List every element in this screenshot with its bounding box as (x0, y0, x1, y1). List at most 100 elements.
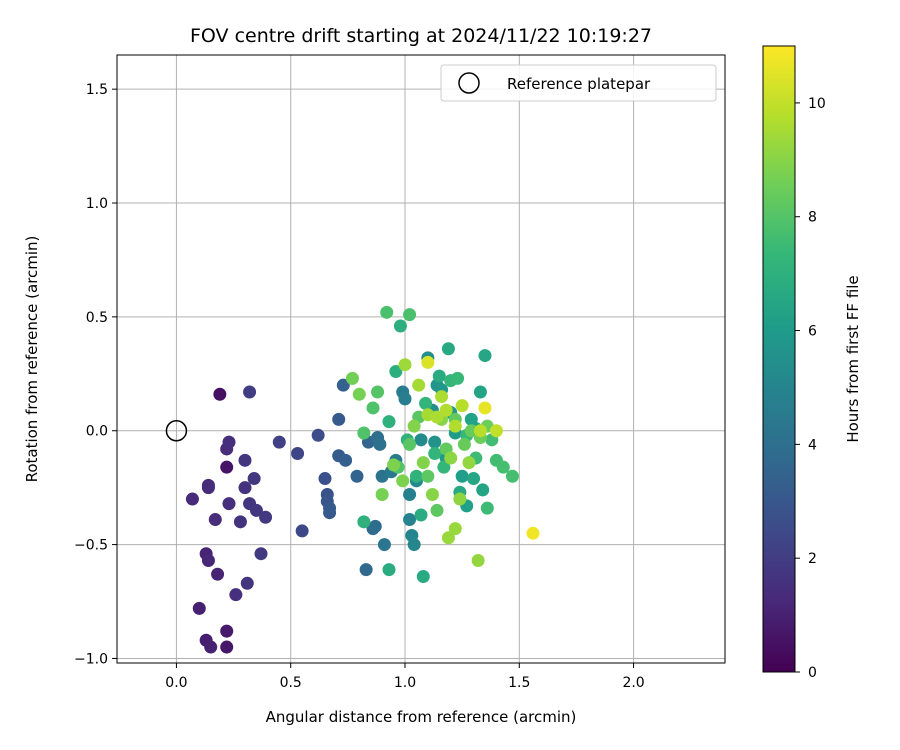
data-point (229, 588, 243, 602)
data-point (409, 469, 423, 483)
data-point (448, 419, 462, 433)
data-point (201, 478, 215, 492)
data-point (403, 437, 417, 451)
x-tick-label: 2.0 (622, 675, 644, 691)
data-point (398, 358, 412, 372)
x-axis-ticks: 0.0 0.5 1.0 1.5 2.0 (165, 663, 645, 691)
data-point (441, 342, 455, 356)
data-point (398, 392, 412, 406)
data-point (295, 524, 309, 538)
data-point (453, 492, 467, 506)
data-point (473, 424, 487, 438)
data-point (396, 474, 410, 488)
data-point (478, 401, 492, 415)
y-tick-label: −0.5 (74, 538, 108, 554)
data-point (339, 453, 353, 467)
data-point (439, 403, 453, 417)
colorbar-tick-label: 8 (808, 210, 817, 226)
data-point (213, 387, 227, 401)
data-point (357, 515, 371, 529)
x-tick-label: 1.0 (394, 675, 416, 691)
data-point (435, 390, 449, 404)
data-point (366, 401, 380, 415)
colorbar-tick-label: 0 (808, 665, 817, 681)
data-point (222, 435, 236, 449)
data-point (291, 447, 305, 461)
data-point (254, 547, 268, 561)
data-point (352, 387, 366, 401)
data-point (387, 458, 401, 472)
colorbar-tick-label: 2 (808, 551, 817, 567)
data-point (357, 426, 371, 440)
legend-label: Reference platepar (507, 75, 651, 93)
data-point (323, 501, 337, 515)
data-point (455, 469, 469, 483)
y-tick-label: −1.0 (74, 651, 108, 667)
data-point (382, 415, 396, 429)
data-point (373, 437, 387, 451)
data-point (204, 640, 218, 654)
data-point (185, 492, 199, 506)
data-point (526, 526, 540, 540)
data-point (382, 563, 396, 577)
data-point (233, 515, 247, 529)
colorbar-gradient (762, 45, 796, 673)
colorbar: 0 2 4 6 8 10 Hours from first FF file (762, 45, 862, 681)
y-tick-label: 1.5 (86, 82, 108, 98)
legend-box (440, 64, 717, 102)
data-point (451, 371, 465, 385)
y-tick-label: 1.0 (86, 196, 108, 212)
data-point (220, 624, 234, 638)
colorbar-tick-label: 6 (808, 324, 817, 340)
data-point (448, 522, 462, 536)
data-point (428, 447, 442, 461)
data-point (430, 503, 444, 517)
data-point (211, 567, 225, 581)
data-point (441, 531, 455, 545)
data-point (272, 435, 286, 449)
data-point (368, 519, 382, 533)
data-point (336, 378, 350, 392)
data-point (238, 481, 252, 495)
data-point (407, 538, 421, 552)
data-point (201, 554, 215, 568)
y-axis-ticks: −1.0 −0.5 0.0 0.5 1.0 1.5 (74, 82, 117, 667)
data-point (371, 385, 385, 399)
data-point (318, 472, 332, 486)
data-point (220, 460, 234, 474)
data-point (480, 501, 494, 515)
data-point (505, 469, 519, 483)
x-tick-label: 0.0 (165, 675, 187, 691)
x-tick-label: 1.5 (508, 675, 530, 691)
data-point (444, 451, 458, 465)
data-point (464, 424, 478, 438)
data-point (478, 349, 492, 363)
data-point (471, 554, 485, 568)
data-point (428, 435, 442, 449)
data-point (476, 483, 490, 497)
data-points (185, 305, 540, 654)
data-point (332, 412, 346, 426)
data-point (222, 497, 236, 511)
data-point (249, 503, 263, 517)
data-point (375, 487, 389, 501)
x-axis-label: Angular distance from reference (arcmin) (266, 708, 577, 726)
data-point (421, 469, 435, 483)
data-point (377, 538, 391, 552)
data-point (430, 410, 444, 424)
colorbar-tick-label: 10 (808, 96, 826, 112)
data-point (496, 460, 510, 474)
plot-background (117, 55, 725, 663)
data-point (414, 433, 428, 447)
data-point (240, 576, 254, 590)
y-tick-label: 0.5 (86, 310, 108, 326)
y-tick-label: 0.0 (86, 424, 108, 440)
data-point (403, 487, 417, 501)
data-point (403, 513, 417, 527)
data-point (311, 428, 325, 442)
data-point (462, 456, 476, 470)
data-point (345, 371, 359, 385)
legend: Reference platepar (440, 64, 717, 102)
y-axis-label: Rotation from reference (arcmin) (23, 236, 41, 483)
